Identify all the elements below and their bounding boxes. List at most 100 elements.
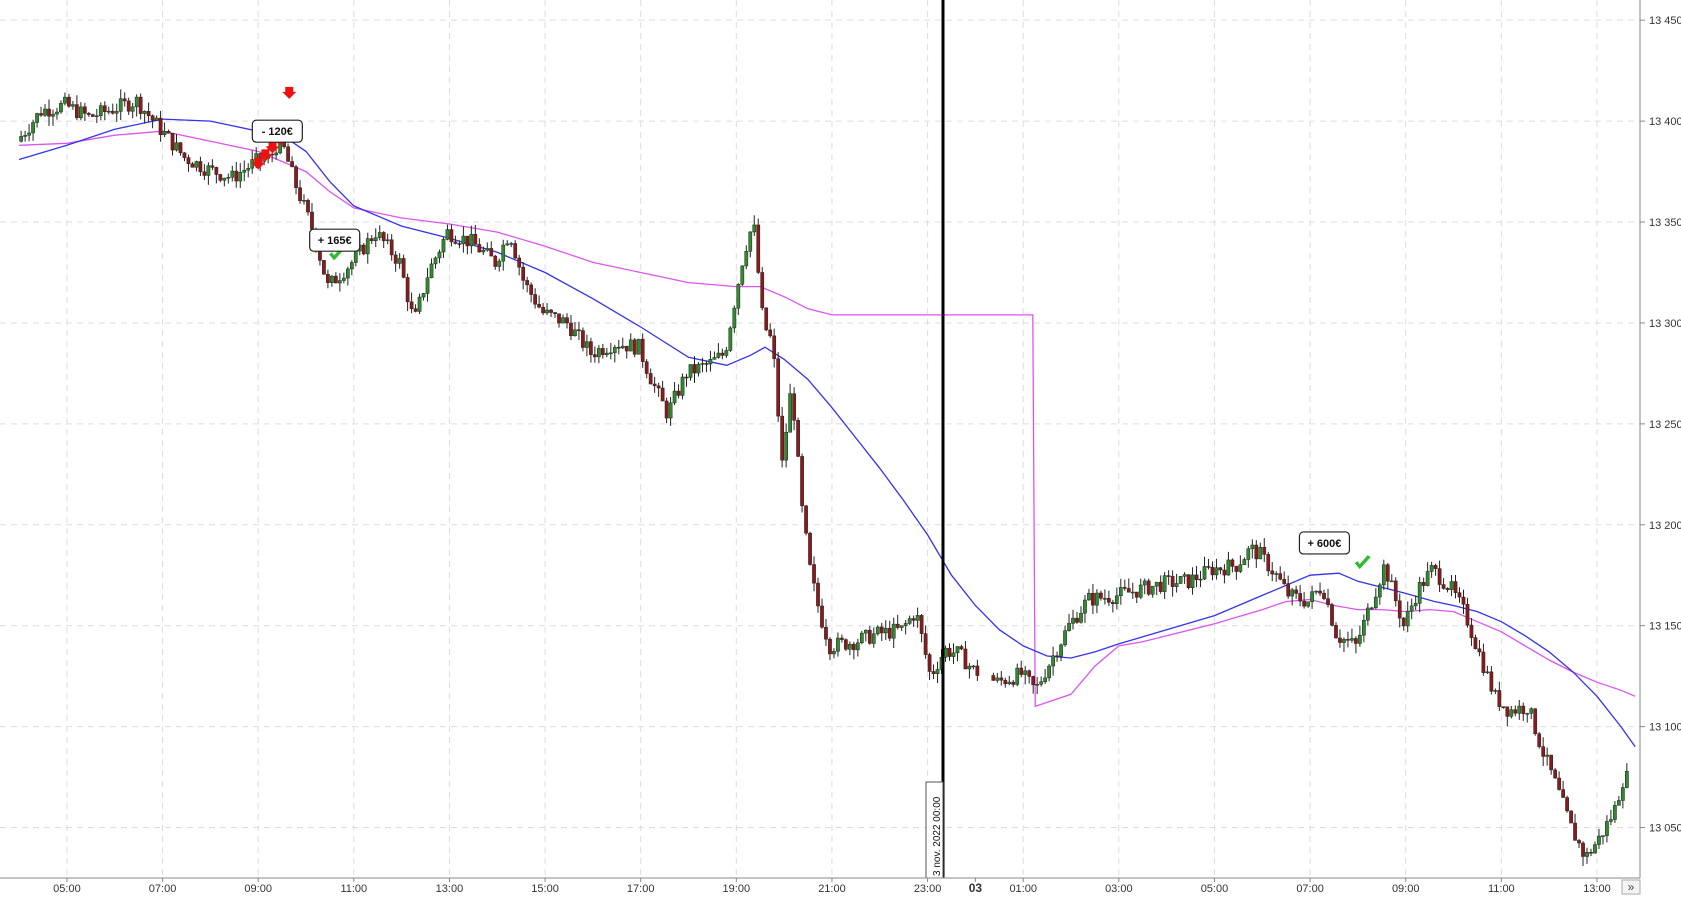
candle-body (1401, 617, 1406, 627)
candle-body (569, 322, 573, 337)
candle-body (1381, 564, 1386, 586)
candle-body (533, 294, 537, 305)
candle-body (656, 385, 661, 389)
candle-body (1262, 547, 1267, 555)
x-tick-label: 17:00 (627, 883, 655, 895)
candle-body (377, 232, 382, 238)
candle-body (429, 263, 434, 279)
candle-body (1421, 582, 1426, 586)
x-tick-label: 21:00 (818, 883, 846, 895)
candle-body (170, 133, 175, 151)
candle-body (728, 327, 733, 351)
y-tick-label: 13 050 (1649, 823, 1681, 835)
candle-body (832, 651, 836, 655)
candle-body (1111, 602, 1115, 605)
candle-body (808, 532, 812, 565)
candle-body (1326, 598, 1330, 605)
candle-body (23, 135, 27, 137)
y-tick-label: 13 350 (1649, 217, 1681, 229)
x-tick-label: 07:00 (149, 883, 177, 895)
candle-body (473, 233, 478, 245)
candle-body (361, 244, 366, 255)
candle-body (1441, 584, 1446, 589)
candle-body (349, 262, 354, 270)
candle-body (437, 251, 442, 259)
candle-body (963, 648, 968, 670)
candle-body (792, 393, 796, 421)
candle-body (1206, 566, 1211, 568)
candle-body (632, 339, 637, 355)
x-axis-ticks: 05:00 07:00 09:00 11:00 13:00 15:00 17:00 19:00… (53, 878, 1611, 895)
candle-body (1027, 670, 1032, 677)
candle-body (1166, 575, 1171, 577)
candle-body (226, 176, 231, 179)
candle-body (1107, 598, 1111, 603)
candle-body (457, 243, 462, 245)
candle-body (1071, 617, 1075, 624)
candle-body (664, 400, 669, 419)
candle-body (286, 146, 290, 162)
candle-body (1238, 564, 1243, 572)
candle-body (1174, 583, 1179, 587)
moving-average-fast (18, 118, 1636, 748)
sell-arrow-icon (251, 157, 266, 170)
candle-body (1306, 601, 1310, 607)
candle-body (1242, 559, 1247, 566)
candle-body (31, 122, 35, 134)
candle-body (581, 330, 585, 348)
candle-body (577, 329, 581, 332)
candle-body (405, 277, 410, 303)
candle-body (660, 387, 665, 402)
trade-label: + 165€ (318, 235, 352, 247)
candle-body (525, 280, 529, 286)
candle-body (393, 254, 398, 264)
candle-body (700, 363, 705, 365)
candle-body (154, 117, 159, 121)
candle-body (274, 152, 278, 156)
candle-body (616, 346, 621, 349)
candle-body (608, 352, 613, 355)
candle-body (883, 627, 888, 634)
candle-body (856, 642, 860, 651)
candle-body (1282, 579, 1287, 584)
candle-body (43, 108, 47, 116)
candle-body (1609, 819, 1613, 822)
candle-body (828, 638, 832, 655)
candle-body (907, 618, 912, 624)
candle-body (47, 108, 51, 117)
candle-body (1246, 548, 1251, 560)
x-tick-label: 15:00 (531, 883, 559, 895)
y-tick-label: 13 400 (1649, 116, 1681, 128)
candle-body (501, 244, 506, 262)
candle-body (1397, 600, 1402, 619)
candle-body (182, 152, 187, 158)
candle-body (692, 364, 697, 374)
candle-body (967, 665, 972, 670)
candle-body (1310, 591, 1314, 603)
candle-body (1258, 547, 1263, 560)
sell-arrow-icon (282, 86, 297, 99)
y-tick-label: 13 150 (1649, 621, 1681, 633)
candle-body (397, 258, 402, 264)
sell-arrow-icon (258, 149, 273, 162)
candle-body (999, 677, 1004, 681)
candle-body (110, 110, 115, 114)
candle-body (1493, 690, 1498, 692)
candle-body (1095, 592, 1099, 606)
candle-body (549, 309, 553, 313)
candle-body (469, 233, 474, 247)
candle-body (79, 106, 83, 119)
candle-body (1330, 604, 1334, 626)
x-tick-label: 13:00 (1583, 883, 1611, 895)
candle-body (1497, 690, 1502, 707)
candle-body (1433, 565, 1438, 569)
candle-body (1358, 634, 1362, 644)
candle-body (995, 677, 1000, 681)
x-tick-label: 13:00 (436, 883, 464, 895)
candle-body (1294, 589, 1298, 594)
scroll-right-button[interactable]: » (1621, 879, 1641, 895)
candle-body (1202, 566, 1207, 580)
candle-body (1521, 705, 1526, 714)
candle-body (51, 113, 55, 117)
